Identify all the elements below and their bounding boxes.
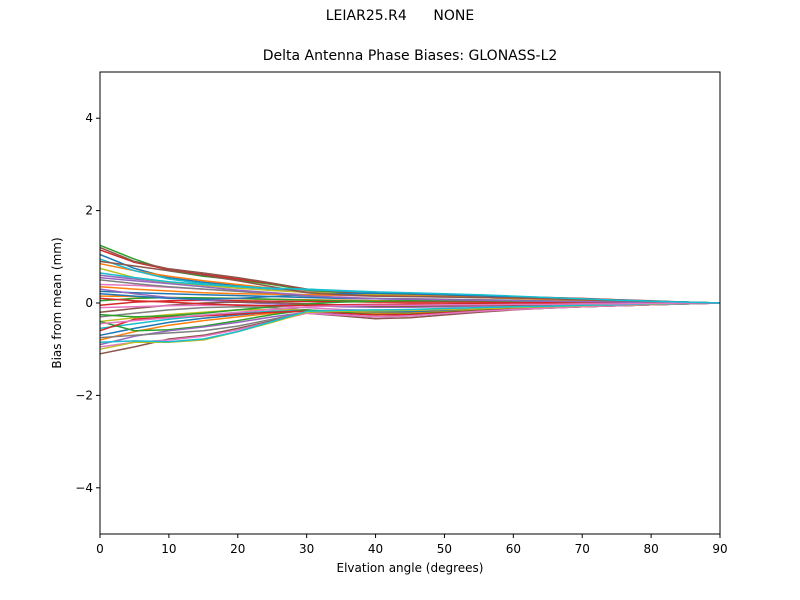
series-line-37 [99, 302, 720, 325]
x-axis-ticks: 0 10 20 30 40 50 60 70 80 90 [96, 534, 728, 556]
y-tick-label: 2 [85, 204, 93, 218]
y-tick-label: 4 [85, 111, 93, 125]
y-axis-ticks: −4 −2 0 2 4 [75, 111, 100, 495]
x-tick-label: 50 [437, 542, 452, 556]
series-line-35 [99, 276, 720, 304]
x-tick-label: 30 [299, 542, 314, 556]
x-axis-label: Elvation angle (degrees) [336, 561, 484, 575]
series-line-27 [99, 302, 721, 348]
x-tick-label: 20 [230, 542, 245, 556]
x-tick-label: 0 [96, 542, 104, 556]
x-tick-label: 10 [161, 542, 176, 556]
series-layer [99, 244, 721, 355]
y-tick-label: −4 [75, 481, 93, 495]
figure-suptitle: LEIAR25.R4 NONE [325, 8, 475, 24]
x-tick-label: 80 [643, 542, 658, 556]
x-tick-label: 60 [506, 542, 521, 556]
y-tick-label: 0 [85, 296, 93, 310]
y-tick-label: −2 [75, 388, 93, 402]
x-tick-label: 40 [368, 542, 383, 556]
x-tick-label: 70 [575, 542, 590, 556]
series-line-30 [99, 302, 721, 344]
x-tick-label: 90 [712, 542, 727, 556]
chart-title: Delta Antenna Phase Biases: GLONASS-L2 [262, 48, 558, 64]
series-line-38 [99, 272, 721, 304]
series-line-34 [99, 297, 720, 307]
